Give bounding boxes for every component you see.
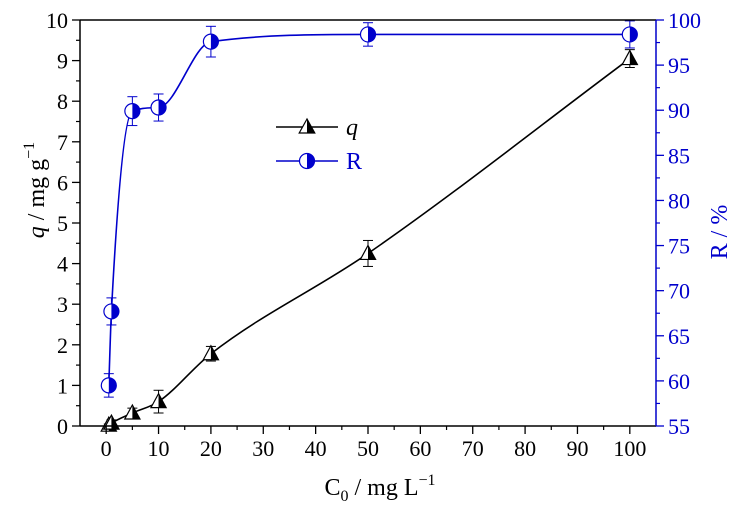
y-right-tick-label: 95: [668, 53, 690, 78]
series-R-point-fill: [158, 100, 167, 116]
y-left-tick-label: 1: [57, 373, 68, 398]
series-R-line: [108, 33, 630, 386]
y-axis-left-label: q / mg g−1: [21, 142, 50, 238]
y-left-tick-label: 2: [57, 333, 68, 358]
y-left-tick-label: 3: [57, 292, 68, 317]
x-tick-label: 10: [148, 436, 170, 461]
y-right-tick-label: 85: [668, 143, 690, 168]
x-tick-label: 30: [252, 436, 274, 461]
x-tick-label: 90: [566, 436, 588, 461]
series-q-line: [108, 57, 631, 426]
legend-entry-R: R: [276, 149, 362, 175]
x-tick-label: 100: [613, 436, 646, 461]
x-tick-label: 50: [357, 436, 379, 461]
series-R-point-fill: [368, 26, 376, 42]
series-q-point-fill: [210, 345, 219, 360]
y-right-tick-label: 60: [668, 369, 690, 394]
y-right-tick-label: 100: [668, 8, 701, 33]
y-axis-right-label: R / %: [707, 205, 733, 260]
y-left-tick-label: 0: [57, 414, 68, 439]
x-tick-label: 0: [101, 436, 112, 461]
x-tick-label: 20: [200, 436, 222, 461]
x-tick-label: 80: [514, 436, 536, 461]
legend-marker-q-fill: [307, 119, 315, 133]
series-q-point-fill: [158, 393, 167, 408]
y-left-tick-label: 6: [57, 170, 68, 195]
y-axis-left-label-italic: q: [24, 226, 50, 238]
series-R-point-fill: [629, 26, 638, 42]
y-right-tick-label: 70: [668, 279, 690, 304]
y-left-tick-label: 9: [57, 49, 68, 74]
legend-label-q: q: [346, 115, 358, 141]
series-q-point-fill: [629, 50, 638, 65]
x-axis-label-unit: / mg L: [348, 475, 418, 501]
y-right-tick-label: 80: [668, 188, 690, 213]
y-left-tick-label: 8: [57, 89, 68, 114]
y-axis-left-label-unit: / mg g: [24, 159, 50, 226]
x-axis-label-sup: −1: [418, 472, 435, 489]
series-R-point-fill: [108, 377, 117, 393]
x-tick-label: 70: [462, 436, 484, 461]
series-R-point-fill: [111, 303, 119, 319]
legend-label-R: R: [346, 149, 362, 175]
y-right-tick-label: 75: [668, 234, 690, 259]
series-q-point-fill: [368, 245, 376, 260]
legend: q R: [276, 115, 362, 175]
y-right-tick-label: 65: [668, 324, 690, 349]
x-tick-label: 60: [409, 436, 431, 461]
x-axis-label-sub: 0: [340, 488, 348, 505]
series-R-point-fill: [132, 103, 140, 119]
y-right-tick-label: 90: [668, 98, 690, 123]
y-right-tick-label: 55: [668, 414, 690, 439]
y-left-tick-label: 4: [57, 252, 68, 277]
legend-marker-R-fill: [307, 153, 315, 169]
x-axis-label: C0 / mg L−1: [324, 472, 435, 505]
series-R-point-fill: [210, 34, 219, 50]
y-left-tick-label: 7: [57, 130, 68, 155]
x-tick-label: 40: [305, 436, 327, 461]
x-axis-label-base: C: [324, 475, 340, 501]
y-left-tick-label: 10: [46, 8, 68, 33]
y-axis-left-label-sup: −1: [21, 142, 38, 159]
legend-entry-q: q: [276, 115, 358, 141]
series-q-point-fill: [132, 405, 140, 420]
y-left-tick-label: 5: [57, 211, 68, 236]
